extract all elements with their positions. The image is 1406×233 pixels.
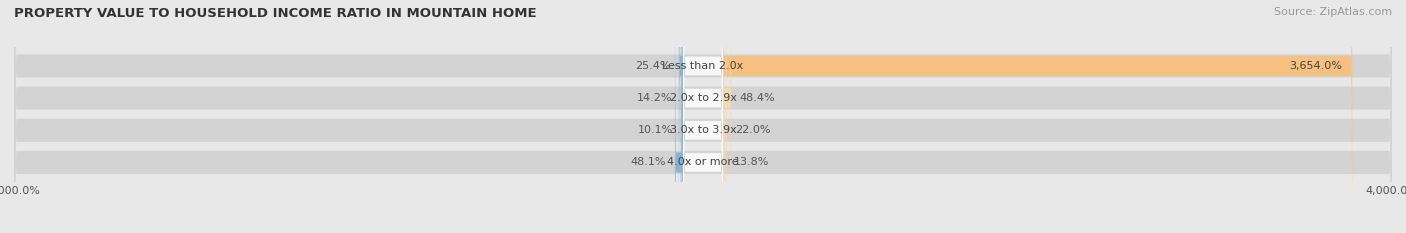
FancyBboxPatch shape [683, 0, 723, 233]
Text: PROPERTY VALUE TO HOUSEHOLD INCOME RATIO IN MOUNTAIN HOME: PROPERTY VALUE TO HOUSEHOLD INCOME RATIO… [14, 7, 537, 20]
Text: 3.0x to 3.9x: 3.0x to 3.9x [669, 125, 737, 135]
Text: 48.1%: 48.1% [631, 158, 666, 168]
FancyBboxPatch shape [683, 0, 723, 233]
Text: Less than 2.0x: Less than 2.0x [662, 61, 744, 71]
Text: 22.0%: 22.0% [735, 125, 770, 135]
Text: 48.4%: 48.4% [740, 93, 775, 103]
FancyBboxPatch shape [675, 0, 683, 233]
Text: 2.0x to 2.9x: 2.0x to 2.9x [669, 93, 737, 103]
Text: 13.8%: 13.8% [734, 158, 769, 168]
FancyBboxPatch shape [683, 0, 723, 233]
FancyBboxPatch shape [723, 0, 1353, 233]
FancyBboxPatch shape [14, 0, 1392, 233]
FancyBboxPatch shape [723, 0, 725, 233]
Text: 10.1%: 10.1% [637, 125, 673, 135]
Text: 3,654.0%: 3,654.0% [1289, 61, 1341, 71]
FancyBboxPatch shape [723, 0, 727, 233]
FancyBboxPatch shape [14, 0, 1392, 233]
Text: 14.2%: 14.2% [637, 93, 672, 103]
FancyBboxPatch shape [682, 0, 683, 233]
FancyBboxPatch shape [679, 0, 683, 233]
Text: Source: ZipAtlas.com: Source: ZipAtlas.com [1274, 7, 1392, 17]
FancyBboxPatch shape [14, 0, 1392, 233]
FancyBboxPatch shape [681, 0, 683, 233]
Text: 4.0x or more: 4.0x or more [668, 158, 738, 168]
Text: 25.4%: 25.4% [634, 61, 671, 71]
FancyBboxPatch shape [14, 0, 1392, 233]
FancyBboxPatch shape [723, 0, 731, 233]
FancyBboxPatch shape [683, 0, 723, 233]
